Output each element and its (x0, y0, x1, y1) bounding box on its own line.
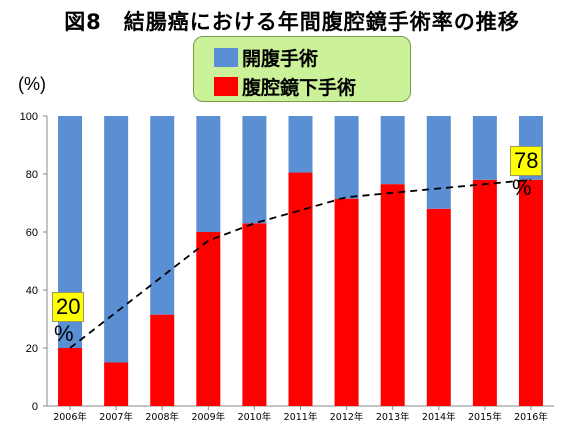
x-tick-label: 2016年 (514, 411, 548, 423)
bar-laparoscopic (288, 172, 313, 406)
annotation-end: 78 % (510, 146, 543, 200)
bar-laparoscopic (242, 223, 267, 406)
x-tick-label: 2015年 (468, 411, 502, 423)
legend-swatch-laparoscopic (214, 77, 238, 96)
bar-open (380, 116, 405, 185)
x-tick-label: 2012年 (330, 411, 364, 423)
bar-laparoscopic (196, 232, 221, 406)
bar-open (288, 116, 313, 173)
bar-laparoscopic (518, 179, 543, 406)
x-tick-label: 2010年 (238, 411, 272, 423)
bar-open (196, 116, 221, 232)
legend-swatch-open (214, 48, 238, 67)
bar-laparoscopic (334, 198, 359, 406)
annotation-start-unit: % (54, 321, 74, 346)
x-tick-label: 2013年 (376, 411, 410, 423)
y-tick-label: 100 (20, 111, 38, 123)
x-tick-label: 2014年 (422, 411, 456, 423)
bar-laparoscopic (472, 179, 497, 406)
x-tick-label: 2008年 (145, 411, 179, 423)
bar-laparoscopic (150, 314, 175, 406)
x-tick-label: 2007年 (99, 411, 133, 423)
bar-open (426, 116, 451, 209)
bar-laparoscopic (380, 184, 405, 406)
annotation-end-value: 78 (510, 146, 543, 176)
bar-open (472, 116, 497, 180)
annotation-end-unit: % (512, 175, 532, 200)
bar-open (334, 116, 359, 199)
y-tick-label: 20 (26, 343, 38, 355)
y-tick-label: 60 (26, 227, 38, 239)
legend-item-open: 開腹手術 (214, 44, 318, 71)
x-tick-label: 2011年 (284, 411, 318, 423)
x-tick-label: 2009年 (191, 411, 225, 423)
legend: 開腹手術 腹腔鏡下手術 (193, 36, 411, 102)
annotation-start-value: 20 (52, 292, 85, 322)
y-tick-label: 0 (32, 401, 38, 413)
legend-item-laparoscopic: 腹腔鏡下手術 (214, 73, 356, 100)
bar-laparoscopic (104, 362, 129, 406)
x-tick-label: 2006年 (53, 411, 87, 423)
legend-label-open: 開腹手術 (242, 48, 319, 70)
bar-laparoscopic (426, 208, 451, 406)
annotation-start: 20 % (52, 292, 85, 346)
bar-open (104, 116, 129, 363)
bar-open (242, 116, 267, 224)
legend-label-laparoscopic: 腹腔鏡下手術 (242, 77, 357, 99)
y-axis-unit: (%) (18, 74, 46, 94)
bar-open (150, 116, 175, 315)
bar-laparoscopic (58, 348, 83, 406)
y-tick-label: 80 (26, 169, 38, 181)
chart-title: 図8 結腸癌における年間腹腔鏡手術率の推移 (64, 10, 520, 34)
y-tick-label: 40 (26, 285, 38, 297)
